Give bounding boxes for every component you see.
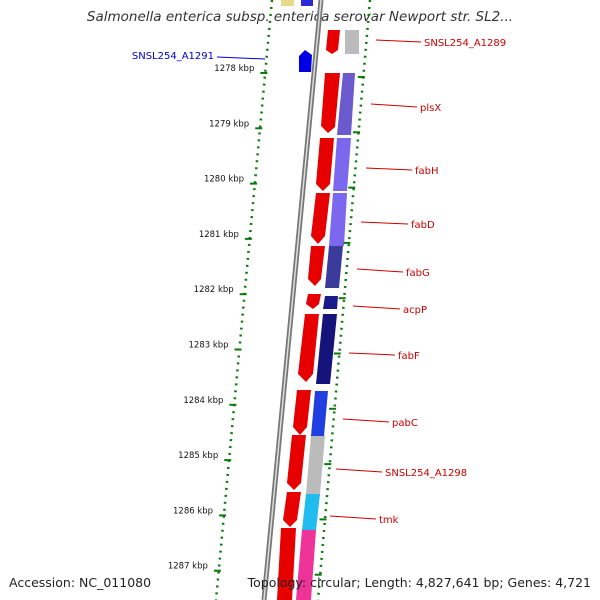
gene-arrow-next[interactable]: [277, 528, 296, 600]
leader-acpP: [352, 305, 401, 310]
kbp-label: 1286 kbp: [173, 506, 213, 516]
gene-arrow-SNSL254_A1291[interactable]: [299, 50, 312, 72]
feature-top-blue: [301, 0, 313, 6]
kbp-label: 1285 kbp: [178, 451, 218, 461]
kbp-label: 1283 kbp: [189, 341, 229, 351]
gene-arrow-acpP[interactable]: [306, 294, 321, 309]
cog-track: [296, 30, 359, 600]
forward-strand-track: [277, 30, 340, 600]
gene-labels: SNSL254_A1289 SNSL254_A1291 plsX fabH fa…: [132, 38, 506, 526]
label-tmk[interactable]: tmk: [379, 515, 399, 526]
kbp-label: 1284 kbp: [183, 396, 223, 406]
label-SNSL254_A1298[interactable]: SNSL254_A1298: [385, 468, 467, 479]
gene-arrow-plsX[interactable]: [321, 73, 340, 133]
gene-arrow-SNSL254_A1289[interactable]: [326, 30, 340, 54]
gene-arrow-fabG[interactable]: [308, 246, 325, 286]
kbp-label: 1278 kbp: [214, 64, 254, 74]
label-pabC[interactable]: pabC: [392, 418, 418, 429]
leader-tmk: [329, 515, 377, 520]
label-fabG[interactable]: fabG: [406, 268, 430, 279]
gene-arrow-fabD[interactable]: [311, 193, 330, 244]
kbp-label: 1282 kbp: [194, 285, 234, 295]
leader-SNSL254_A1291: [216, 56, 266, 60]
cog-block-11: [296, 530, 316, 600]
gene-arrow-pabC[interactable]: [293, 390, 311, 435]
gene-arrow-tmk[interactable]: [283, 492, 301, 527]
leader-fabG: [356, 268, 404, 273]
label-fabD[interactable]: fabD: [411, 220, 435, 231]
gene-arrow-SNSL254_A1298[interactable]: [287, 435, 306, 490]
gene-arrow-fabF[interactable]: [298, 314, 319, 382]
cog-block-3: [333, 138, 351, 191]
kbp-label: 1279 kbp: [209, 119, 249, 129]
leader-fabF: [348, 352, 396, 356]
cog-block-4: [329, 193, 347, 246]
ruler-line-left: [214, 0, 274, 600]
leader-plsX: [370, 103, 418, 108]
feature-top-yellow: [281, 0, 294, 6]
label-fabF[interactable]: fabF: [398, 351, 420, 362]
kbp-scale: 1278 kbp 1279 kbp 1280 kbp 1281 kbp 1282 kbp…: [168, 64, 365, 576]
kbp-label: 1287 kbp: [168, 562, 208, 572]
cog-block-9: [306, 436, 325, 494]
gene-arrow-fabH[interactable]: [316, 138, 334, 191]
cog-block-7: [316, 314, 337, 384]
cog-block-10: [302, 494, 320, 530]
map-title: Salmonella enterica subsp. enterica sero…: [86, 9, 514, 25]
leader-SNSL254_A1298: [335, 468, 383, 473]
cog-block-2: [337, 73, 355, 135]
leader-fabD: [360, 221, 409, 225]
ruler-line-right: [316, 0, 372, 600]
leader-pabC: [342, 418, 390, 423]
label-acpP[interactable]: acpP: [403, 305, 427, 316]
backbone-inner: [263, 0, 322, 600]
leader-SNSL254_A1289: [375, 39, 422, 43]
label-SNSL254_A1289[interactable]: SNSL254_A1289: [424, 38, 506, 49]
cog-block-6: [323, 296, 338, 309]
kbp-label: 1281 kbp: [199, 230, 239, 240]
leader-fabH: [365, 167, 413, 171]
label-fabH[interactable]: fabH: [415, 166, 439, 177]
accession-text: Accession: NC_011080: [9, 575, 152, 590]
label-SNSL254_A1291[interactable]: SNSL254_A1291: [132, 51, 214, 62]
cog-block-5: [325, 246, 343, 288]
genome-summary-text: Topology: circular; Length: 4,827,641 bp…: [247, 575, 591, 590]
cog-block-1: [345, 30, 359, 54]
cog-block-8: [311, 391, 328, 436]
kbp-label: 1280 kbp: [204, 175, 244, 185]
label-plsX[interactable]: plsX: [420, 103, 441, 114]
